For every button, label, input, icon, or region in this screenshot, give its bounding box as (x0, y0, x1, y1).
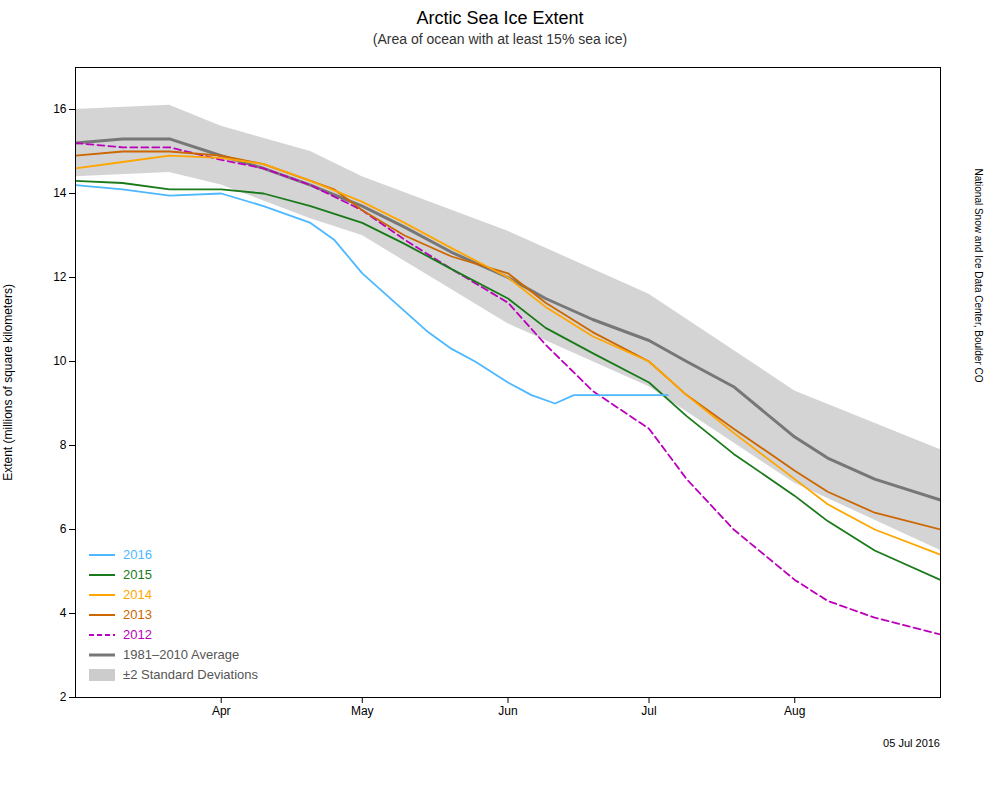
svg-text:8: 8 (60, 438, 67, 452)
svg-text:12: 12 (53, 270, 67, 284)
svg-text:Jun: Jun (498, 704, 517, 718)
html-text:±2 Standard Deviations: ±2 Standard Deviations (123, 667, 258, 682)
svg-text:6: 6 (60, 522, 67, 536)
html-text:1981–2010 Average: 1981–2010 Average (123, 647, 240, 662)
svg-text:16: 16 (53, 102, 67, 116)
svg-text:May: May (351, 704, 374, 718)
html-text:2015: 2015 (123, 567, 152, 582)
svg-text:Extent (millions of square kil: Extent (millions of square kilometers) (1, 284, 15, 481)
html-text:2014: 2014 (123, 587, 152, 602)
svg-text:10: 10 (53, 354, 67, 368)
svg-text:Jul: Jul (641, 704, 656, 718)
svg-text:14: 14 (53, 186, 67, 200)
svg-text:National Snow and Ice Data Cen: National Snow and Ice Data Center, Bould… (973, 168, 984, 382)
svg-text:4: 4 (60, 606, 67, 620)
svg-text:2: 2 (60, 690, 67, 704)
svg-text:Apr: Apr (212, 704, 231, 718)
html-text:(Area of ocean with at least 1: (Area of ocean with at least 15% sea ice… (372, 31, 628, 47)
html-text:Arctic Sea Ice Extent: Arctic Sea Ice Extent (416, 8, 584, 28)
html-text:2013: 2013 (123, 607, 152, 622)
html-text:05 Jul 2016: 05 Jul 2016 (883, 737, 940, 749)
html-text:2012: 2012 (123, 627, 152, 642)
html-text:2016: 2016 (123, 547, 152, 562)
svg-text:Aug: Aug (784, 704, 805, 718)
